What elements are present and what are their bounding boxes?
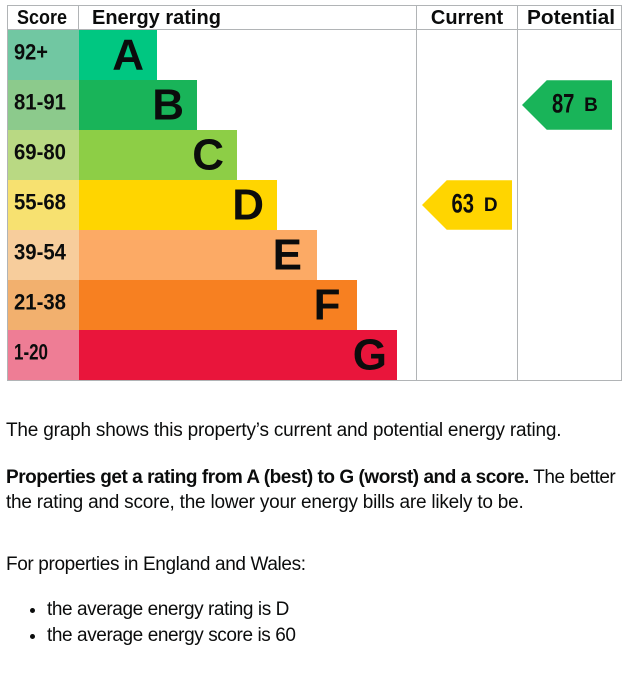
svg-text:C: C (192, 131, 224, 180)
svg-text:1-20: 1-20 (14, 340, 48, 365)
svg-text:B: B (584, 95, 598, 116)
svg-text:63: 63 (452, 189, 475, 219)
svg-text:Energy rating: Energy rating (92, 7, 221, 29)
svg-text:92+: 92+ (14, 40, 48, 65)
svg-text:B: B (152, 81, 184, 130)
svg-text:81-91: 81-91 (14, 90, 66, 115)
svg-text:Potential: Potential (527, 7, 615, 29)
svg-text:87: 87 (552, 89, 575, 119)
svg-text:55-68: 55-68 (14, 190, 66, 215)
svg-text:A: A (112, 31, 144, 80)
svg-text:Current: Current (431, 7, 504, 29)
svg-text:D: D (232, 181, 264, 230)
svg-text:Score: Score (17, 7, 67, 29)
svg-text:69-80: 69-80 (14, 140, 66, 165)
svg-text:D: D (484, 195, 498, 216)
svg-text:G: G (353, 331, 387, 380)
svg-text:E: E (273, 231, 302, 280)
svg-text:21-38: 21-38 (14, 290, 66, 315)
svg-text:F: F (314, 281, 341, 330)
svg-text:39-54: 39-54 (14, 240, 67, 265)
